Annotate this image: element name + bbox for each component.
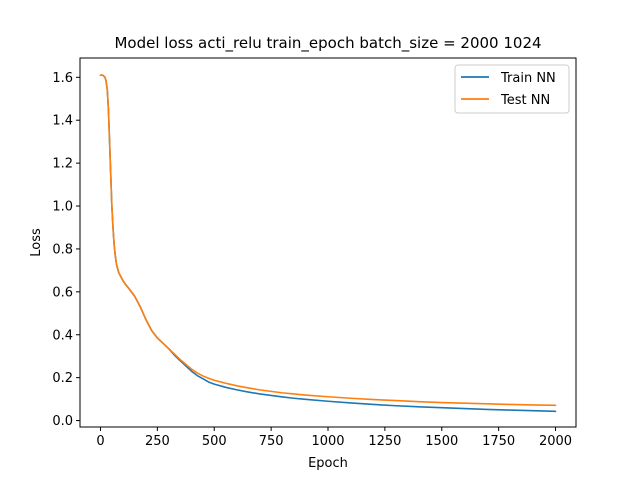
x-tick-label: 0 — [96, 434, 104, 449]
chart-title: Model loss acti_relu train_epoch batch_s… — [114, 34, 541, 53]
y-tick-label: 1.0 — [52, 200, 73, 215]
series-layer — [99, 74, 557, 413]
x-tick-label: 2000 — [539, 434, 572, 449]
series-line-test — [99, 74, 557, 407]
y-axis-ticks: 0.0 0.2 0.4 0.6 0.8 1.0 1.2 1.4 1.6 — [52, 71, 80, 429]
y-tick-label: 1.4 — [52, 114, 73, 129]
legend-label-train: Train NN — [500, 71, 556, 86]
x-tick-label: 1250 — [368, 434, 401, 449]
y-tick-label: 0.2 — [52, 371, 73, 386]
y-tick-label: 0.8 — [52, 242, 73, 257]
x-tick-label: 750 — [259, 434, 284, 449]
y-tick-label: 0.0 — [52, 414, 73, 429]
x-tick-label: 1000 — [311, 434, 344, 449]
x-axis-ticks: 0 250 500 750 1000 1250 1500 1750 2000 — [96, 427, 572, 449]
x-tick-label: 1500 — [425, 434, 458, 449]
y-tick-label: 0.6 — [52, 285, 73, 300]
y-tick-label: 1.6 — [52, 71, 73, 86]
x-tick-label: 1750 — [482, 434, 515, 449]
y-axis-label: Loss — [29, 228, 44, 257]
x-tick-label: 500 — [202, 434, 227, 449]
x-tick-label: 250 — [145, 434, 170, 449]
legend: Train NN Test NN — [454, 64, 570, 114]
y-tick-label: 0.4 — [52, 328, 73, 343]
x-axis-label: Epoch — [308, 456, 348, 471]
legend-label-test: Test NN — [500, 93, 550, 108]
y-tick-label: 1.2 — [52, 157, 73, 172]
